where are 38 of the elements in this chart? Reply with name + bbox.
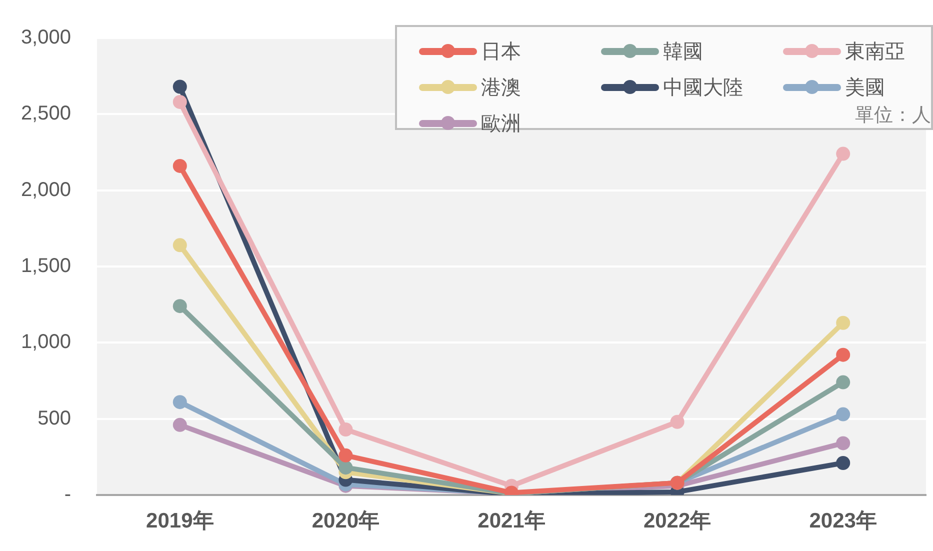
point [172,94,187,109]
point [836,456,850,470]
y-tick-label: 2,000 [20,178,71,201]
point [836,407,850,422]
x-tick-label: 2021年 [478,509,546,532]
legend-label: 中國大陸 [663,76,743,100]
point [836,348,850,362]
y-tick-label: 2,500 [20,102,71,125]
point [338,448,353,462]
y-tick-label: 1,500 [20,255,71,278]
y-tick-label: 3,000 [20,26,71,49]
legend-label: 歐洲 [481,112,521,136]
legend-label: 韓國 [663,40,703,64]
point [670,414,684,429]
point [836,375,850,390]
legend-label: 日本 [481,40,521,64]
point [172,158,187,173]
point [172,418,187,432]
x-tick-label: 2019年 [146,509,214,532]
y-tick-label: 500 [38,407,71,430]
y-tick-label: - [64,484,71,506]
legend-label: 東南亞 [845,40,905,64]
x-tick-label: 2020年 [312,509,380,532]
point [836,436,850,450]
annotation: 單位：人 [855,104,931,128]
x-tick-label: 2023年 [809,509,877,532]
point [172,395,187,410]
legend-label: 美國 [845,76,885,100]
legend-label: 港澳 [481,76,521,100]
point [836,316,850,330]
point [836,146,850,161]
x-tick-label: 2022年 [643,509,712,532]
y-tick-label: 1,000 [20,331,71,354]
point [172,238,187,252]
point [172,299,187,314]
point [338,422,353,436]
point [338,460,353,475]
point [172,80,187,94]
